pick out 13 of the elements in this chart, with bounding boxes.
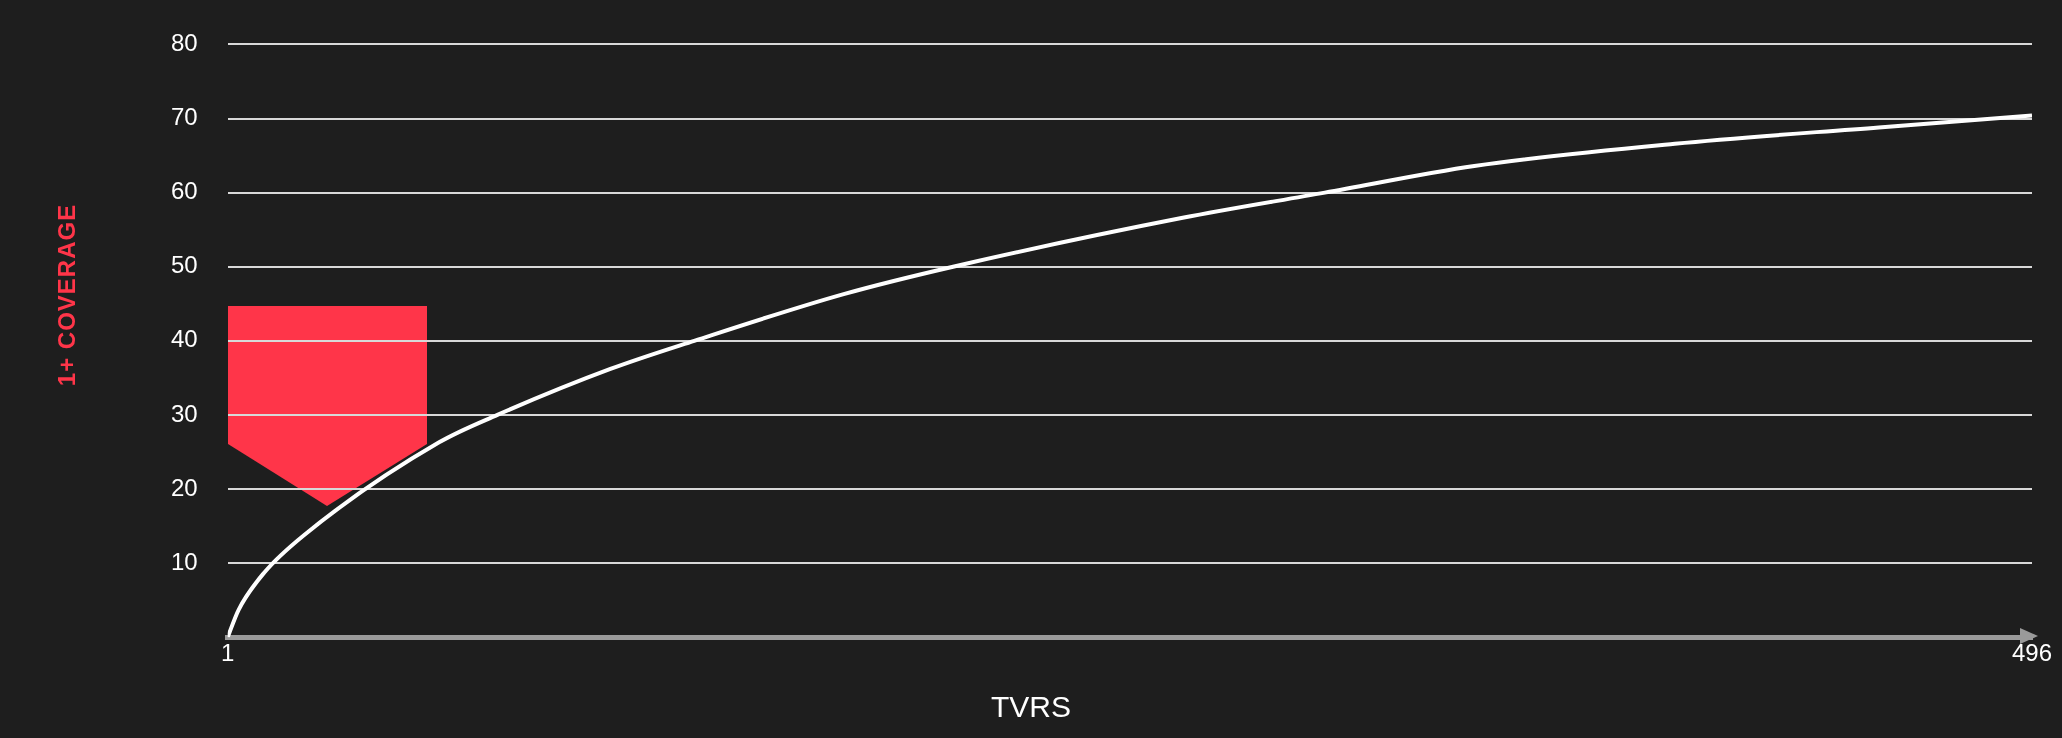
y-tick-label: 10: [170, 547, 198, 575]
x-tick-label: 1: [221, 639, 235, 667]
x-axis-title: TVRS: [990, 690, 1072, 724]
line-series: [227, 113, 2032, 638]
y-tick-label: 40: [170, 325, 198, 353]
y-tick-label: 30: [170, 399, 198, 427]
x-tick-label: 496: [2011, 639, 2053, 667]
y-axis-title: 1+ COVERAGE: [53, 203, 81, 387]
y-tick-label: 20: [170, 473, 198, 501]
y-tick-label: 70: [170, 103, 198, 131]
y-tick-label: 60: [170, 177, 198, 205]
y-tick-label: 50: [170, 251, 198, 279]
y-tick-label: 80: [170, 29, 198, 57]
